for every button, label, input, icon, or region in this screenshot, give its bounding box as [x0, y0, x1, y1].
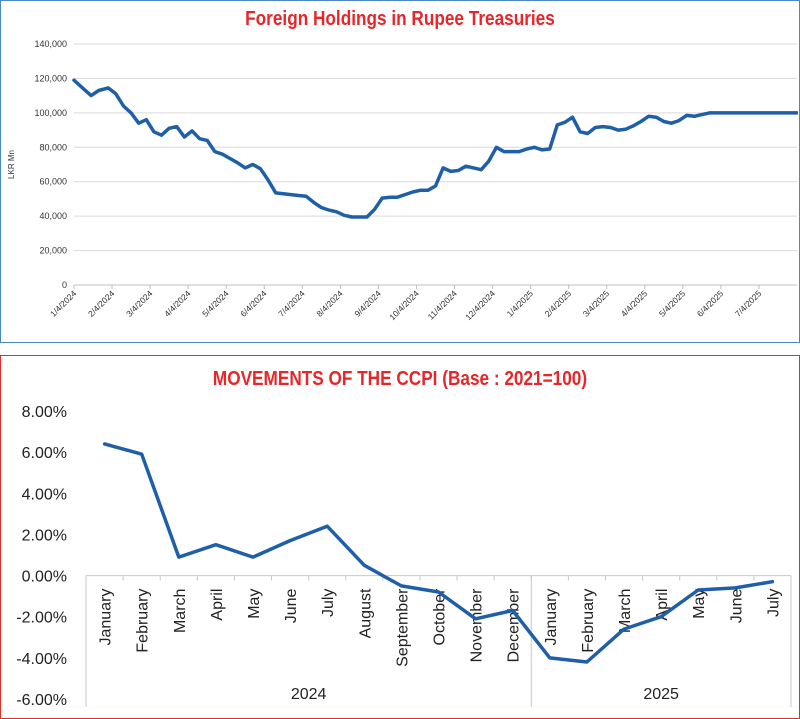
- x-tick-label: 6/4/2024: [238, 288, 269, 319]
- x-tick-label: 9/4/2024: [352, 288, 383, 319]
- x-tick-label: 1/4/2025: [505, 288, 536, 319]
- x-tick-label: March: [172, 589, 189, 633]
- x-tick-label: 5/4/2024: [200, 288, 231, 319]
- y-tick-label: -2.00%: [16, 610, 67, 627]
- x-tick-label: 7/4/2025: [733, 288, 764, 319]
- x-tick-label: May: [246, 589, 263, 619]
- x-tick-label: 3/4/2025: [581, 288, 612, 319]
- x-tick-label: July: [765, 589, 782, 617]
- y-tick-label: 4.00%: [22, 486, 67, 503]
- x-tick-label: 4/4/2025: [619, 288, 650, 319]
- y-tick-label: 0.00%: [22, 569, 67, 586]
- x-tick-label: January: [543, 589, 560, 646]
- x-tick-label: December: [506, 588, 523, 662]
- chart-title-foreign-holdings: Foreign Holdings in Rupee Treasuries: [245, 8, 555, 30]
- x-tick-label: 12/4/2024: [463, 288, 497, 322]
- x-tick-label: 6/4/2025: [695, 288, 726, 319]
- x-tick-label: October: [432, 588, 449, 646]
- x-tick-label: 3/4/2024: [124, 288, 155, 319]
- y-tick-label: 100,000: [34, 108, 67, 118]
- x-tick-label: May: [691, 589, 708, 619]
- group-label: 2025: [643, 686, 679, 703]
- x-tick-label: 2/4/2024: [86, 288, 117, 319]
- y-tick-label: 0: [62, 280, 67, 290]
- y-tick-label: 120,000: [34, 73, 67, 83]
- x-tick-label: November: [469, 588, 486, 662]
- x-tick-label: June: [728, 588, 745, 623]
- y-axis-label: LKR Mn: [7, 150, 16, 179]
- series-line-ccpi: [102, 442, 775, 664]
- y-tick-label: -4.00%: [16, 651, 67, 668]
- x-tick-label: July: [320, 589, 337, 617]
- foreign-holdings-chart: 0 20,000 40,000 60,000 80,000 100,000 120,000 1…: [7, 39, 798, 322]
- y-tick-label: -6.00%: [16, 692, 67, 709]
- x-tick-label: March: [617, 589, 634, 633]
- y-tick-label: 40,000: [39, 211, 67, 221]
- y-tick-label: 6.00%: [22, 445, 67, 462]
- y-tick-label: 2.00%: [22, 527, 67, 544]
- x-tick-label: 8/4/2024: [314, 288, 345, 319]
- foreign-holdings-chart-panel: Foreign Holdings in Rupee Treasuries 0 20…: [0, 0, 800, 343]
- x-tick-label: 7/4/2024: [276, 288, 307, 319]
- ccpi-chart-panel: MOVEMENTS OF THE CCPI (Base : 2021=100) …: [0, 355, 800, 719]
- y-tick-label: 8.00%: [22, 404, 67, 421]
- y-tick-label: 20,000: [39, 246, 67, 256]
- x-tick-label: 1/4/2024: [48, 288, 79, 319]
- x-tick-label: 10/4/2024: [387, 288, 421, 322]
- x-tick-label: 2/4/2025: [543, 288, 574, 319]
- group-label: 2024: [291, 686, 327, 703]
- x-tick-label: 11/4/2024: [426, 288, 460, 322]
- series-line-foreign-holdings: [72, 78, 798, 219]
- x-tick-label: September: [394, 588, 411, 667]
- x-tick-label: 4/4/2024: [162, 288, 193, 319]
- x-tick-label: August: [357, 588, 374, 638]
- y-tick-label: 80,000: [39, 142, 67, 152]
- y-tick-label: 140,000: [34, 39, 67, 49]
- x-tick-label: January: [98, 589, 115, 646]
- chart-title-ccpi: MOVEMENTS OF THE CCPI (Base : 2021=100): [212, 368, 588, 390]
- x-tick-label: February: [135, 589, 152, 653]
- y-tick-label: 60,000: [39, 177, 67, 187]
- ccpi-chart: -6.00% -4.00% -2.00% 0.00% 2.00% 4.00% 6.00% 8.…: [16, 404, 792, 709]
- x-tick-label: February: [580, 589, 597, 653]
- x-tick-label: April: [209, 589, 226, 621]
- x-tick-label: June: [283, 588, 300, 623]
- x-tick-label: 5/4/2025: [657, 288, 688, 319]
